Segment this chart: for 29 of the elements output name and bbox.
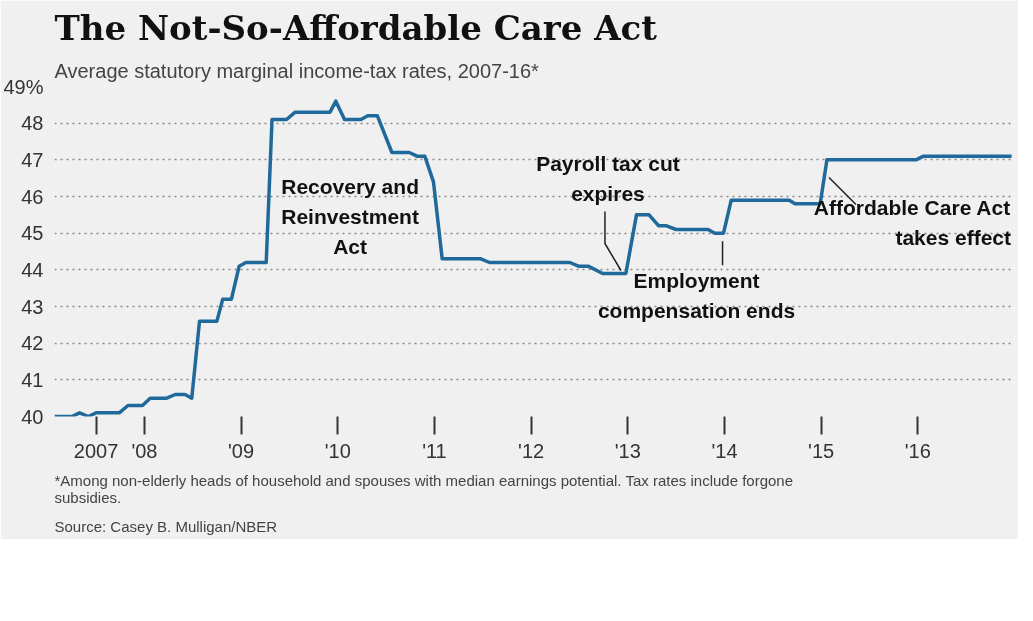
annotation: Recovery and Reinvestment Act [281, 175, 419, 258]
chart-title: The Not-So-Affordable Care Act [54, 7, 658, 48]
x-tick-label: '16 [904, 439, 931, 462]
y-tick-label: 43 [21, 295, 44, 318]
x-tick-label: '13 [614, 439, 641, 462]
y-tick-label: 44 [21, 258, 44, 281]
annotation: Employment compensation ends [597, 268, 796, 322]
x-tick-label: '10 [324, 439, 351, 462]
line-series [54, 99, 1014, 417]
y-tick-label: 45 [21, 222, 44, 245]
x-tick-label: '09 [228, 439, 255, 462]
x-tick-label: '08 [131, 439, 158, 462]
annotation: Affordable Care Act takes effect [813, 196, 1011, 249]
x-tick-label: '11 [422, 439, 447, 462]
annotation: Payroll tax cut expires [536, 152, 680, 205]
y-tick-label: 48 [21, 112, 44, 135]
x-tick-label: 2007 [73, 439, 119, 462]
text: *Among non-elderly heads of household and spouses with median earnings potential. Tax rates include forgone subsidies. [54, 471, 794, 506]
y-tick-label: 41 [21, 368, 44, 391]
y-tick-label: 40 [21, 405, 44, 428]
y-tick-label: 46 [21, 185, 44, 208]
y-tick-label: 42 [21, 332, 44, 355]
y-tick-label: 49% [3, 75, 44, 98]
chart-subtitle: Average statutory marginal income-tax rates, 2007-16* [54, 59, 540, 82]
x-tick-label: '12 [518, 439, 545, 462]
y-tick-label: 47 [21, 148, 44, 171]
x-tick-label: '14 [711, 439, 738, 462]
x-tick-label: '15 [808, 439, 835, 462]
source-note: Source: Casey B. Mulligan/NBER [54, 517, 278, 535]
